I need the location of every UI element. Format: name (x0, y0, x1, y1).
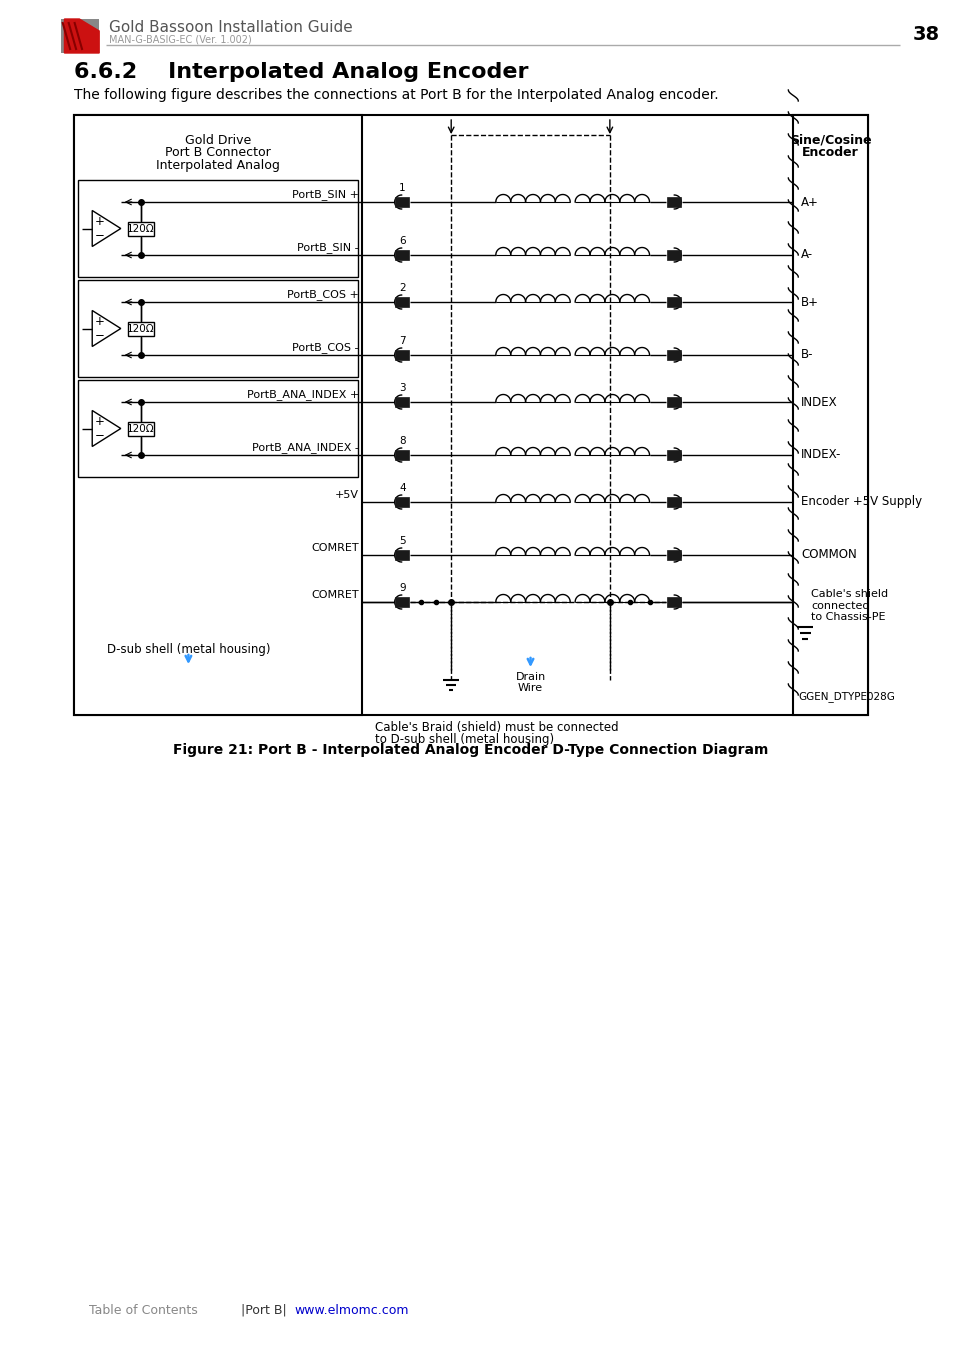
Bar (74, 115, 867, 716)
Bar (128, 321, 153, 336)
Text: B+: B+ (801, 296, 819, 309)
Text: Sine/Cosine: Sine/Cosine (789, 134, 870, 147)
Text: PortB_SIN -: PortB_SIN - (297, 243, 358, 254)
Polygon shape (65, 19, 99, 53)
Text: 4: 4 (399, 483, 405, 493)
Text: |Port B|: |Port B| (241, 1304, 287, 1316)
Bar (667, 297, 680, 306)
Text: 6.6.2    Interpolated Analog Encoder: 6.6.2 Interpolated Analog Encoder (74, 62, 528, 82)
Text: to Chassis-PE: to Chassis-PE (810, 612, 884, 622)
Text: 120Ω: 120Ω (127, 324, 154, 333)
Text: 8: 8 (399, 436, 405, 446)
Bar (128, 221, 153, 235)
Text: MAN-G-BASIG-EC (Ver. 1.002): MAN-G-BASIG-EC (Ver. 1.002) (109, 35, 252, 45)
Text: PortB_ANA_INDEX +: PortB_ANA_INDEX + (247, 390, 358, 401)
Bar (395, 397, 408, 406)
Text: A+: A+ (801, 196, 819, 208)
Text: Interpolated Analog: Interpolated Analog (156, 159, 280, 173)
Text: 1: 1 (399, 184, 405, 193)
Text: 38: 38 (911, 24, 939, 43)
Text: 120Ω: 120Ω (127, 224, 154, 234)
Bar (395, 197, 408, 207)
Bar (395, 250, 408, 261)
Text: Cable's Braid (shield) must be connected: Cable's Braid (shield) must be connected (375, 721, 618, 733)
Bar (395, 497, 408, 508)
Text: +5V: +5V (335, 490, 358, 500)
Text: Gold Drive: Gold Drive (185, 134, 251, 147)
Text: INDEX: INDEX (801, 396, 837, 409)
Text: Table of Contents: Table of Contents (90, 1304, 198, 1316)
Bar (667, 497, 680, 508)
Bar (61, 19, 99, 53)
Text: +: + (95, 315, 105, 328)
Bar (667, 350, 680, 360)
Text: connected: connected (810, 601, 869, 612)
Text: Encoder +5V Supply: Encoder +5V Supply (801, 495, 922, 509)
Bar (667, 397, 680, 406)
Bar (74, 115, 361, 716)
Text: −: − (95, 329, 105, 342)
Bar (667, 197, 680, 207)
Text: Wire: Wire (517, 683, 542, 693)
Text: www.elmomc.com: www.elmomc.com (294, 1304, 409, 1316)
Text: Figure 21: Port B - Interpolated Analog Encoder D-Type Connection Diagram: Figure 21: Port B - Interpolated Analog … (173, 743, 768, 757)
Bar (667, 250, 680, 261)
Bar (667, 597, 680, 608)
Text: INDEX-: INDEX- (801, 448, 841, 462)
Text: 2: 2 (399, 284, 405, 293)
Text: COMMON: COMMON (801, 548, 856, 562)
Text: 120Ω: 120Ω (127, 424, 154, 433)
Text: 6: 6 (399, 236, 405, 246)
Text: Gold Bassoon Installation Guide: Gold Bassoon Installation Guide (109, 20, 353, 35)
Text: 9: 9 (399, 583, 405, 593)
Text: −: − (95, 429, 105, 441)
Text: to D-sub shell (metal housing): to D-sub shell (metal housing) (375, 733, 554, 745)
Text: A-: A- (801, 248, 813, 262)
Text: D-sub shell (metal housing): D-sub shell (metal housing) (107, 644, 270, 656)
Text: Cable's shield: Cable's shield (810, 589, 887, 599)
Bar (395, 549, 408, 560)
Text: Port B Connector: Port B Connector (165, 147, 271, 159)
Text: PortB_COS -: PortB_COS - (293, 343, 358, 354)
Bar (395, 297, 408, 306)
Text: B-: B- (801, 348, 813, 362)
Text: PortB_SIN +: PortB_SIN + (292, 189, 358, 200)
Text: 5: 5 (399, 536, 405, 545)
Text: +: + (95, 215, 105, 228)
Bar (78, 279, 357, 377)
Text: COMRET: COMRET (311, 543, 358, 554)
Text: PortB_ANA_INDEX -: PortB_ANA_INDEX - (252, 443, 358, 454)
Text: Encoder: Encoder (801, 147, 858, 159)
Bar (667, 450, 680, 460)
Bar (78, 180, 357, 277)
Text: +: + (95, 414, 105, 428)
Text: Drain: Drain (515, 672, 545, 682)
Bar (395, 597, 408, 608)
Text: 7: 7 (399, 336, 405, 346)
Bar (793, 115, 867, 716)
Text: COMRET: COMRET (311, 590, 358, 599)
Text: −: − (95, 230, 105, 242)
Bar (128, 421, 153, 436)
Bar (395, 350, 408, 360)
Text: PortB_COS +: PortB_COS + (287, 289, 358, 301)
Text: 3: 3 (399, 383, 405, 393)
Bar (395, 450, 408, 460)
Bar (78, 379, 357, 477)
Text: GGEN_DTYPE028G: GGEN_DTYPE028G (798, 691, 894, 702)
Text: The following figure describes the connections at Port B for the Interpolated An: The following figure describes the conne… (74, 88, 719, 103)
Bar (667, 549, 680, 560)
